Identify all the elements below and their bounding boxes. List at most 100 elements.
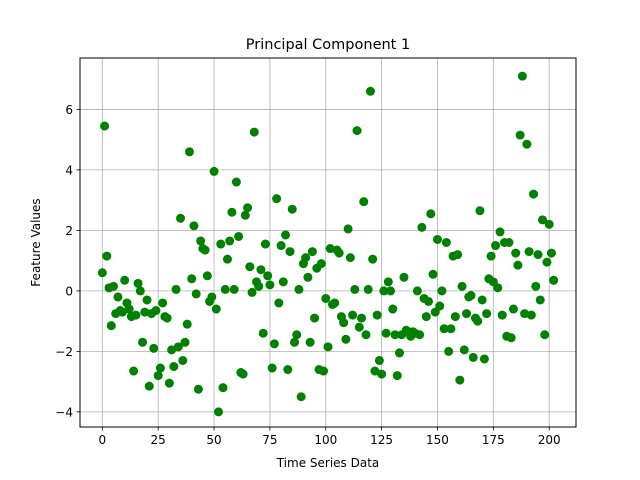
scatter-point [334, 248, 344, 258]
scatter-point [218, 383, 228, 393]
scatter-point [473, 316, 483, 326]
scatter-point [182, 319, 192, 329]
x-axis-ticks: 0 25 50 75 100 125 150 175 200 [99, 427, 561, 447]
scatter-point [475, 206, 485, 216]
x-tick-label: 75 [262, 433, 277, 447]
scatter-point [305, 337, 315, 347]
scatter-point [109, 281, 119, 291]
y-tick-label: 2 [65, 224, 73, 238]
scatter-point [292, 330, 302, 340]
scatter-point [296, 392, 306, 402]
scatter-point [321, 293, 331, 303]
scatter-point [446, 324, 456, 334]
scatter-point [307, 247, 317, 257]
scatter-point [155, 363, 165, 373]
y-tick-label: −2 [55, 345, 73, 359]
scatter-point [495, 227, 505, 237]
scatter-point [392, 371, 402, 381]
scatter-point [113, 292, 123, 302]
scatter-point [357, 313, 367, 323]
scatter-point [388, 304, 398, 314]
scatter-point [477, 295, 487, 305]
scatter-point [193, 384, 203, 394]
scatter-point [138, 337, 148, 347]
scatter-point [289, 337, 299, 347]
scatter-point [243, 203, 253, 213]
y-tick-label: 0 [65, 284, 73, 298]
scatter-point [363, 284, 373, 294]
scatter-point [283, 365, 293, 375]
scatter-point [151, 306, 161, 316]
scatter-point [231, 177, 241, 187]
y-axis-ticks: −4 −2 0 2 4 6 [55, 103, 80, 419]
scatter-point [515, 130, 525, 140]
x-tick-label: 50 [206, 433, 221, 447]
plot-frame [79, 57, 577, 428]
scatter-point [361, 330, 371, 340]
scatter-point [374, 355, 384, 365]
scatter-point [379, 286, 389, 296]
scatter-point [524, 247, 534, 257]
scatter-point [372, 310, 382, 320]
scatter-point [368, 254, 378, 264]
scatter-point [522, 139, 532, 149]
x-tick-label: 25 [151, 433, 166, 447]
scatter-point [202, 271, 212, 281]
scatter-point [272, 194, 282, 204]
scatter-point [348, 310, 358, 320]
scatter-point [211, 304, 221, 314]
scatter-point [220, 284, 230, 294]
scatter-point [200, 245, 210, 255]
scatter-point [341, 334, 351, 344]
scatter-point [394, 348, 404, 358]
scatter-point [533, 250, 543, 260]
scatter-point [350, 284, 360, 294]
x-tick-label: 125 [370, 433, 393, 447]
scatter-point [303, 272, 313, 282]
scatter-point [412, 286, 422, 296]
scatter-point [102, 251, 112, 261]
scatter-point [549, 275, 559, 285]
scatter-point [482, 309, 492, 319]
scatter-point [189, 221, 199, 231]
scatter-point [486, 251, 496, 261]
scatter-point [428, 269, 438, 279]
scatter-point [437, 286, 447, 296]
scatter-point [517, 71, 527, 81]
scatter-point [276, 241, 286, 251]
scatter-point [240, 210, 250, 220]
scatter-point [546, 248, 556, 258]
scatter-point [287, 204, 297, 214]
scatter-point [184, 147, 194, 157]
x-axis-label: Time Series Data [276, 456, 380, 470]
scatter-point [365, 86, 375, 96]
scatter-point [529, 189, 539, 199]
data-points [97, 71, 559, 417]
scatter-point [238, 369, 248, 379]
scatter-point [162, 313, 172, 323]
scatter-point [227, 207, 237, 217]
scatter-point [343, 224, 353, 234]
scatter-point [455, 375, 465, 385]
scatter-point [256, 265, 266, 275]
scatter-point [508, 304, 518, 314]
scatter-point [352, 126, 362, 136]
scatter-point [491, 241, 501, 251]
y-tick-label: −4 [55, 405, 73, 419]
scatter-point [330, 298, 340, 308]
scatter-point [120, 275, 130, 285]
scatter-point [415, 330, 425, 340]
scatter-point [506, 333, 516, 343]
scatter-point [444, 346, 454, 356]
x-tick-label: 175 [482, 433, 505, 447]
scatter-point [354, 322, 364, 332]
scatter-point [504, 238, 514, 247]
scatter-point [245, 262, 255, 272]
scatter-point [214, 407, 224, 417]
scatter-point [497, 310, 507, 320]
scatter-point [540, 330, 550, 340]
scatter-point [142, 295, 152, 305]
scatter-point [377, 369, 387, 379]
scatter-point [131, 310, 141, 320]
